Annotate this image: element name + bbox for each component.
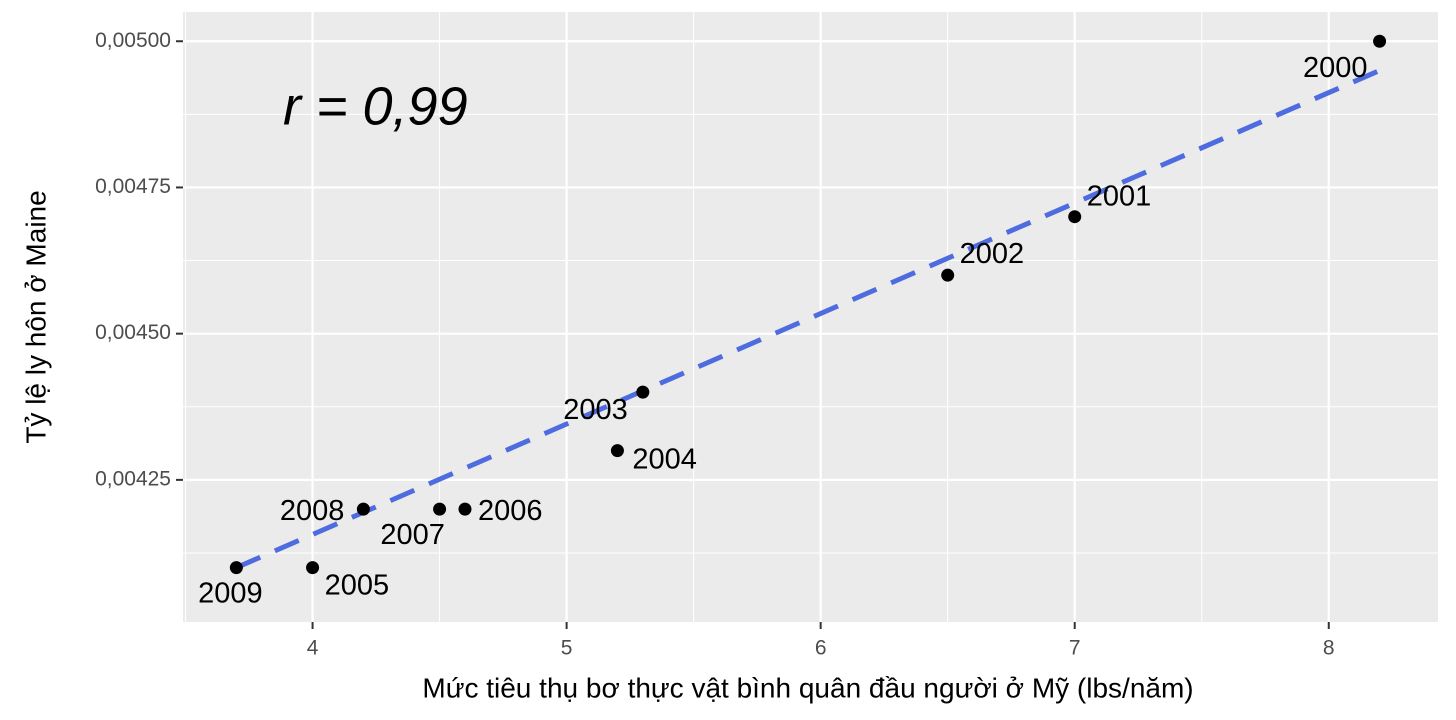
point bbox=[1373, 34, 1387, 48]
point-label: 2004 bbox=[632, 443, 697, 475]
x-tick-label: 6 bbox=[815, 637, 827, 660]
point bbox=[610, 444, 624, 458]
x-tick-label: 7 bbox=[1069, 637, 1081, 660]
point-label: 2006 bbox=[478, 495, 543, 527]
y-tick-label: 0,00425 bbox=[95, 467, 171, 490]
point bbox=[636, 385, 650, 399]
panel bbox=[183, 12, 1438, 622]
y-axis-title: Tỷ lệ ly hôn ở Maine bbox=[20, 190, 51, 443]
point-label: 2008 bbox=[280, 495, 345, 527]
point-label: 2001 bbox=[1087, 180, 1152, 212]
point bbox=[1068, 210, 1082, 224]
y-tick-label: 0,00450 bbox=[95, 321, 171, 344]
point bbox=[229, 561, 243, 575]
point bbox=[941, 268, 955, 282]
x-tick-label: 8 bbox=[1323, 637, 1335, 660]
grid bbox=[183, 12, 1438, 622]
x-axis-title: Mức tiêu thụ bơ thực vật bình quân đầu n… bbox=[422, 672, 1193, 703]
y-tick-label: 0,00475 bbox=[95, 175, 171, 198]
point-label: 2007 bbox=[380, 519, 445, 551]
point-label: 2002 bbox=[960, 238, 1025, 270]
point-label: 2000 bbox=[1303, 52, 1368, 84]
point-label: 2003 bbox=[563, 394, 628, 426]
point bbox=[306, 561, 320, 575]
point bbox=[433, 502, 447, 516]
x-tick-label: 4 bbox=[307, 637, 319, 660]
point-label: 2009 bbox=[198, 577, 263, 609]
point bbox=[356, 502, 370, 516]
y-tick-label: 0,00500 bbox=[95, 29, 171, 52]
annotation: r = 0,99 bbox=[283, 76, 468, 136]
point-label: 2005 bbox=[325, 569, 390, 601]
x-tick-label: 5 bbox=[561, 637, 573, 660]
point bbox=[458, 502, 472, 516]
